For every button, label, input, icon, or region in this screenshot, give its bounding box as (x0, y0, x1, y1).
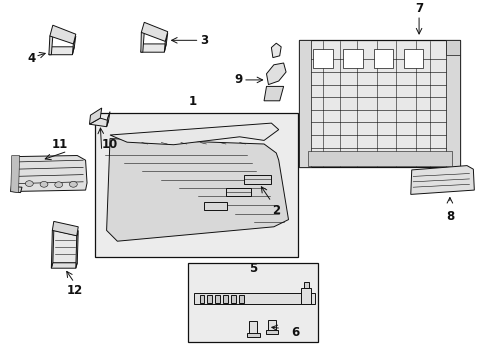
Bar (199, 295, 204, 303)
Text: 6: 6 (290, 327, 299, 339)
Bar (188, 263, 317, 342)
Bar (299, 40, 459, 167)
Bar (299, 40, 311, 167)
Polygon shape (11, 156, 20, 193)
Polygon shape (410, 166, 473, 194)
Polygon shape (266, 63, 285, 85)
Polygon shape (89, 118, 108, 127)
Bar (193, 293, 314, 304)
Polygon shape (72, 36, 76, 55)
Bar (403, 49, 423, 68)
Bar (265, 330, 278, 334)
Bar (249, 321, 257, 336)
Text: 8: 8 (445, 210, 453, 222)
Polygon shape (106, 112, 110, 127)
Polygon shape (51, 230, 54, 268)
Polygon shape (89, 108, 102, 124)
Bar (230, 295, 235, 303)
Bar (445, 40, 459, 55)
Bar (215, 295, 220, 303)
Polygon shape (106, 139, 288, 241)
Bar (343, 49, 362, 68)
Bar (300, 288, 311, 304)
Polygon shape (11, 186, 22, 193)
Polygon shape (49, 47, 74, 55)
Text: 5: 5 (248, 262, 256, 275)
Bar (226, 188, 250, 196)
Polygon shape (164, 33, 167, 52)
Text: 9: 9 (234, 73, 243, 86)
Polygon shape (50, 25, 76, 44)
Bar (238, 295, 243, 303)
Polygon shape (141, 32, 144, 52)
Polygon shape (264, 86, 283, 101)
Text: 1: 1 (189, 95, 197, 108)
Polygon shape (271, 43, 281, 58)
Polygon shape (141, 44, 166, 52)
Polygon shape (141, 22, 167, 41)
Text: 3: 3 (200, 34, 208, 47)
Bar (307, 151, 451, 166)
Bar (95, 113, 298, 257)
Polygon shape (76, 230, 78, 268)
Polygon shape (11, 156, 87, 192)
Bar (244, 175, 271, 184)
Bar (304, 282, 308, 288)
Text: 10: 10 (102, 138, 118, 151)
Polygon shape (53, 230, 77, 263)
Text: 4: 4 (27, 52, 35, 65)
Bar (223, 295, 227, 303)
Polygon shape (52, 221, 78, 236)
Bar (204, 202, 227, 210)
Polygon shape (49, 36, 53, 55)
Bar (373, 49, 392, 68)
Bar (312, 49, 332, 68)
Polygon shape (110, 123, 278, 145)
Circle shape (69, 181, 77, 187)
Circle shape (55, 182, 62, 188)
Polygon shape (51, 263, 77, 268)
Bar (246, 333, 259, 337)
Text: 2: 2 (272, 204, 280, 217)
Circle shape (40, 181, 48, 187)
Text: 12: 12 (66, 284, 82, 297)
Text: 7: 7 (414, 2, 422, 15)
Circle shape (25, 181, 33, 186)
Bar (207, 295, 212, 303)
Text: 11: 11 (51, 138, 67, 151)
Bar (445, 40, 459, 167)
Bar (267, 320, 275, 333)
